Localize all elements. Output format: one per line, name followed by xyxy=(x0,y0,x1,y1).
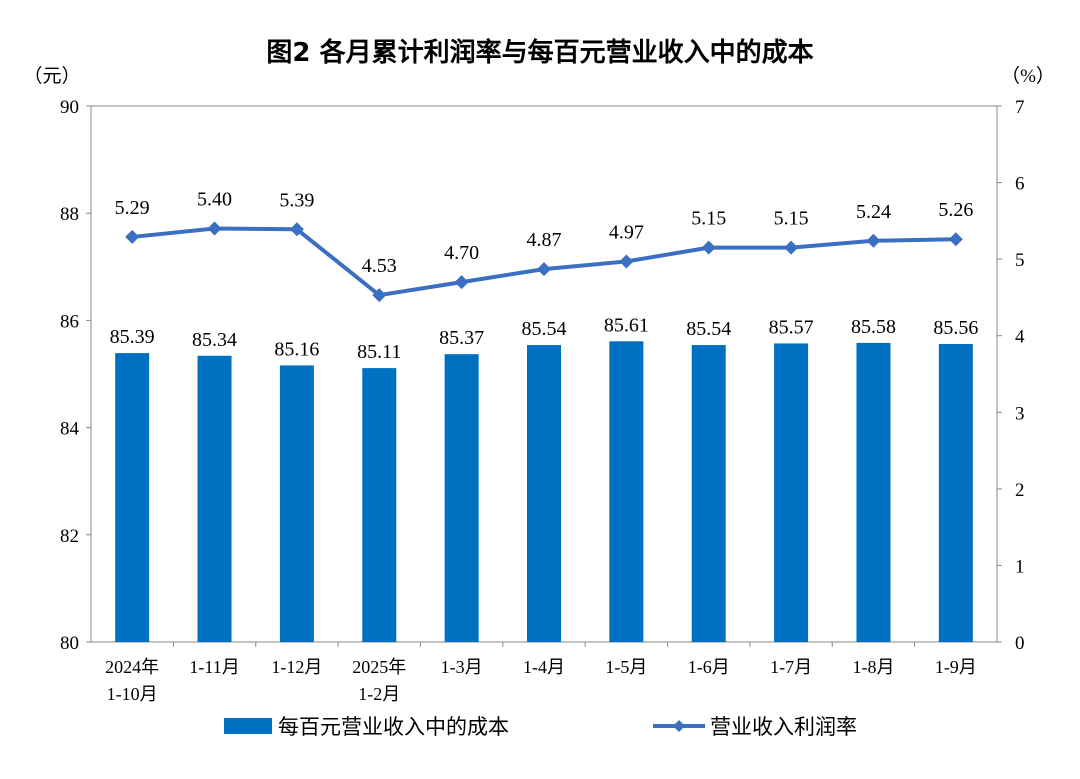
bar xyxy=(609,341,644,642)
line-value-label: 5.40 xyxy=(197,189,232,211)
line-point xyxy=(372,288,387,303)
category-label: 1-9月 xyxy=(935,657,977,677)
legend-bar-label: 每百元营业收入中的成本 xyxy=(278,715,509,739)
line-value-label: 5.29 xyxy=(115,197,150,219)
bar-value-label: 85.39 xyxy=(110,326,155,348)
category-label: 1-12月 xyxy=(271,657,322,677)
line-point xyxy=(866,233,881,248)
bar-value-label: 85.37 xyxy=(439,327,484,349)
right-tick-label: 3 xyxy=(1015,403,1025,424)
bar-value-label: 85.56 xyxy=(933,317,978,339)
line-value-label: 5.15 xyxy=(774,208,809,230)
line-point xyxy=(619,254,634,269)
left-tick-label: 80 xyxy=(60,633,79,654)
category-label: 1-6月 xyxy=(688,657,730,677)
line-point xyxy=(948,232,963,247)
category-label: 1-3月 xyxy=(441,657,483,677)
category-label: 2025年 xyxy=(352,657,406,677)
line-point xyxy=(125,229,140,244)
category-label: 1-8月 xyxy=(852,657,894,677)
left-tick-label: 84 xyxy=(60,419,80,440)
bar-value-label: 85.34 xyxy=(192,329,237,351)
bar-value-label: 85.11 xyxy=(357,341,401,363)
bar-value-label: 85.61 xyxy=(604,314,649,336)
category-label: 1-10月 xyxy=(107,684,158,704)
line-point xyxy=(784,240,799,255)
legend: 每百元营业收入中的成本 营业收入利润率 xyxy=(224,715,857,739)
bar-value-label: 85.57 xyxy=(769,316,814,338)
category-label: 1-4月 xyxy=(523,657,565,677)
right-tick-label: 0 xyxy=(1015,633,1025,654)
right-tick-label: 5 xyxy=(1015,250,1025,271)
line-point xyxy=(289,222,304,237)
line-value-label: 5.39 xyxy=(279,189,314,211)
bar-value-label: 85.58 xyxy=(851,316,896,338)
bar xyxy=(856,342,891,642)
legend-line-label: 营业收入利润率 xyxy=(710,715,857,739)
bar xyxy=(691,345,726,642)
bar xyxy=(444,354,479,642)
legend-bar-swatch xyxy=(224,718,272,734)
line-value-label: 5.15 xyxy=(691,208,726,230)
line-point xyxy=(454,275,469,290)
bar xyxy=(279,365,314,642)
chart-title: 图2 各月累计利润率与每百元营业收入中的成本 xyxy=(266,37,813,68)
line-value-label: 5.24 xyxy=(856,201,891,223)
bar xyxy=(197,355,232,642)
line-value-label: 4.53 xyxy=(362,255,397,277)
left-tick-label: 90 xyxy=(60,97,79,118)
line-value-label: 4.97 xyxy=(609,221,644,243)
left-tick-label: 88 xyxy=(60,204,79,225)
line-point xyxy=(537,262,551,277)
right-axis-unit: （%） xyxy=(1001,65,1055,87)
bar xyxy=(362,368,397,642)
bar xyxy=(774,343,809,642)
category-label: 1-2月 xyxy=(358,684,400,704)
right-tick-label: 4 xyxy=(1015,327,1025,348)
right-tick-label: 1 xyxy=(1015,556,1025,577)
bar-value-label: 85.16 xyxy=(274,338,319,360)
legend-diamond-icon xyxy=(673,720,685,732)
right-tick-label: 6 xyxy=(1015,174,1025,195)
bar xyxy=(938,343,973,642)
line-value-label: 4.87 xyxy=(527,229,562,251)
line-value-label: 4.70 xyxy=(444,242,479,264)
category-label: 1-11月 xyxy=(189,657,239,677)
category-label: 2024年 xyxy=(105,657,159,677)
right-tick-label: 2 xyxy=(1015,480,1025,501)
left-tick-label: 82 xyxy=(60,526,79,547)
line-value-label: 5.26 xyxy=(938,199,973,221)
bar xyxy=(527,345,561,642)
left-axis-unit: （元） xyxy=(23,65,80,87)
category-label: 1-5月 xyxy=(605,657,647,677)
bar-value-label: 85.54 xyxy=(522,318,567,340)
bar-value-label: 85.54 xyxy=(686,318,731,340)
right-tick-label: 7 xyxy=(1015,97,1025,118)
bar xyxy=(115,353,150,642)
line-point xyxy=(207,221,222,236)
line-point xyxy=(701,240,716,255)
left-tick-label: 86 xyxy=(60,311,79,332)
category-label: 1-7月 xyxy=(770,657,812,677)
